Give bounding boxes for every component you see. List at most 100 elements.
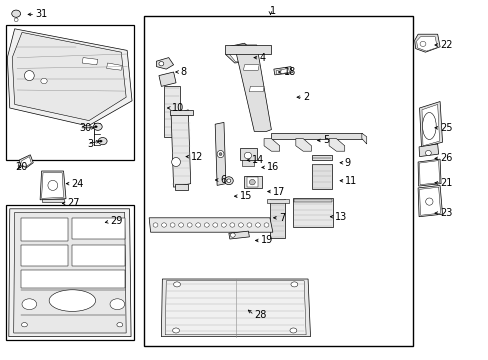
- Ellipse shape: [41, 78, 47, 84]
- Polygon shape: [41, 173, 63, 198]
- Text: 25: 25: [439, 123, 452, 133]
- Text: 22: 22: [439, 40, 452, 50]
- Text: 23: 23: [439, 208, 451, 218]
- Text: 17: 17: [272, 186, 285, 197]
- Polygon shape: [225, 43, 254, 63]
- Text: 31: 31: [35, 9, 47, 19]
- Polygon shape: [311, 164, 331, 189]
- Polygon shape: [243, 65, 259, 70]
- Polygon shape: [72, 218, 124, 239]
- Polygon shape: [20, 270, 124, 288]
- Polygon shape: [40, 171, 66, 200]
- Ellipse shape: [425, 150, 430, 156]
- Polygon shape: [421, 104, 439, 146]
- Text: 4: 4: [259, 53, 265, 63]
- Ellipse shape: [244, 152, 251, 159]
- Ellipse shape: [195, 223, 200, 227]
- Polygon shape: [419, 187, 440, 215]
- Ellipse shape: [14, 18, 18, 22]
- Ellipse shape: [217, 150, 224, 158]
- Polygon shape: [264, 139, 279, 151]
- Polygon shape: [224, 45, 271, 54]
- Ellipse shape: [425, 198, 432, 205]
- Ellipse shape: [229, 223, 234, 227]
- Ellipse shape: [49, 290, 95, 311]
- Polygon shape: [419, 102, 442, 148]
- Ellipse shape: [419, 41, 425, 46]
- Polygon shape: [242, 160, 254, 166]
- Ellipse shape: [12, 10, 20, 17]
- Text: 13: 13: [334, 212, 346, 222]
- Polygon shape: [7, 29, 132, 126]
- Polygon shape: [106, 63, 122, 70]
- Text: 26: 26: [439, 153, 451, 163]
- Polygon shape: [328, 139, 344, 151]
- Ellipse shape: [230, 233, 235, 237]
- Polygon shape: [12, 32, 126, 121]
- Polygon shape: [14, 212, 126, 333]
- Text: 30: 30: [79, 123, 91, 133]
- Polygon shape: [417, 159, 440, 186]
- Polygon shape: [229, 46, 251, 62]
- Polygon shape: [416, 37, 436, 51]
- Polygon shape: [234, 45, 271, 131]
- Polygon shape: [19, 155, 33, 167]
- Ellipse shape: [159, 62, 163, 66]
- Polygon shape: [228, 231, 249, 239]
- Ellipse shape: [221, 223, 226, 227]
- Text: 21: 21: [439, 178, 451, 188]
- Ellipse shape: [171, 157, 180, 166]
- Text: 5: 5: [322, 135, 328, 145]
- Text: 11: 11: [345, 176, 357, 186]
- Ellipse shape: [98, 138, 107, 145]
- Polygon shape: [20, 157, 31, 167]
- Bar: [6, 205, 134, 340]
- Text: 14: 14: [251, 155, 264, 165]
- Text: 16: 16: [266, 162, 278, 172]
- Polygon shape: [243, 176, 261, 188]
- Polygon shape: [9, 209, 131, 337]
- Polygon shape: [361, 133, 366, 144]
- Bar: [6, 25, 134, 160]
- Polygon shape: [419, 161, 439, 185]
- Polygon shape: [20, 245, 68, 266]
- Text: 7: 7: [278, 213, 285, 223]
- Polygon shape: [239, 148, 256, 160]
- Polygon shape: [41, 199, 63, 202]
- Ellipse shape: [161, 223, 166, 227]
- Ellipse shape: [22, 299, 37, 310]
- Text: 15: 15: [239, 191, 251, 201]
- Ellipse shape: [422, 112, 435, 139]
- Text: 27: 27: [67, 198, 80, 208]
- Ellipse shape: [48, 180, 58, 190]
- Ellipse shape: [219, 153, 222, 156]
- Ellipse shape: [21, 323, 27, 327]
- Ellipse shape: [117, 323, 122, 327]
- Ellipse shape: [173, 282, 180, 287]
- Text: 19: 19: [260, 235, 272, 246]
- Text: 1: 1: [270, 6, 276, 16]
- Text: 10: 10: [172, 103, 184, 113]
- Text: 29: 29: [110, 216, 122, 226]
- Text: 9: 9: [344, 158, 350, 168]
- Polygon shape: [82, 58, 98, 65]
- Text: 20: 20: [16, 162, 28, 172]
- Polygon shape: [174, 184, 188, 190]
- Polygon shape: [20, 218, 68, 241]
- Polygon shape: [271, 133, 361, 139]
- Polygon shape: [276, 68, 289, 74]
- Polygon shape: [311, 155, 331, 160]
- Polygon shape: [295, 139, 311, 151]
- Bar: [144, 16, 412, 346]
- Polygon shape: [156, 58, 173, 69]
- Ellipse shape: [178, 223, 183, 227]
- Polygon shape: [293, 198, 332, 227]
- Polygon shape: [165, 281, 305, 335]
- Ellipse shape: [290, 282, 297, 287]
- Ellipse shape: [110, 299, 124, 310]
- Polygon shape: [72, 245, 124, 266]
- Ellipse shape: [255, 223, 260, 227]
- Text: 8: 8: [180, 67, 186, 77]
- Text: 18: 18: [283, 67, 295, 77]
- Ellipse shape: [94, 126, 97, 128]
